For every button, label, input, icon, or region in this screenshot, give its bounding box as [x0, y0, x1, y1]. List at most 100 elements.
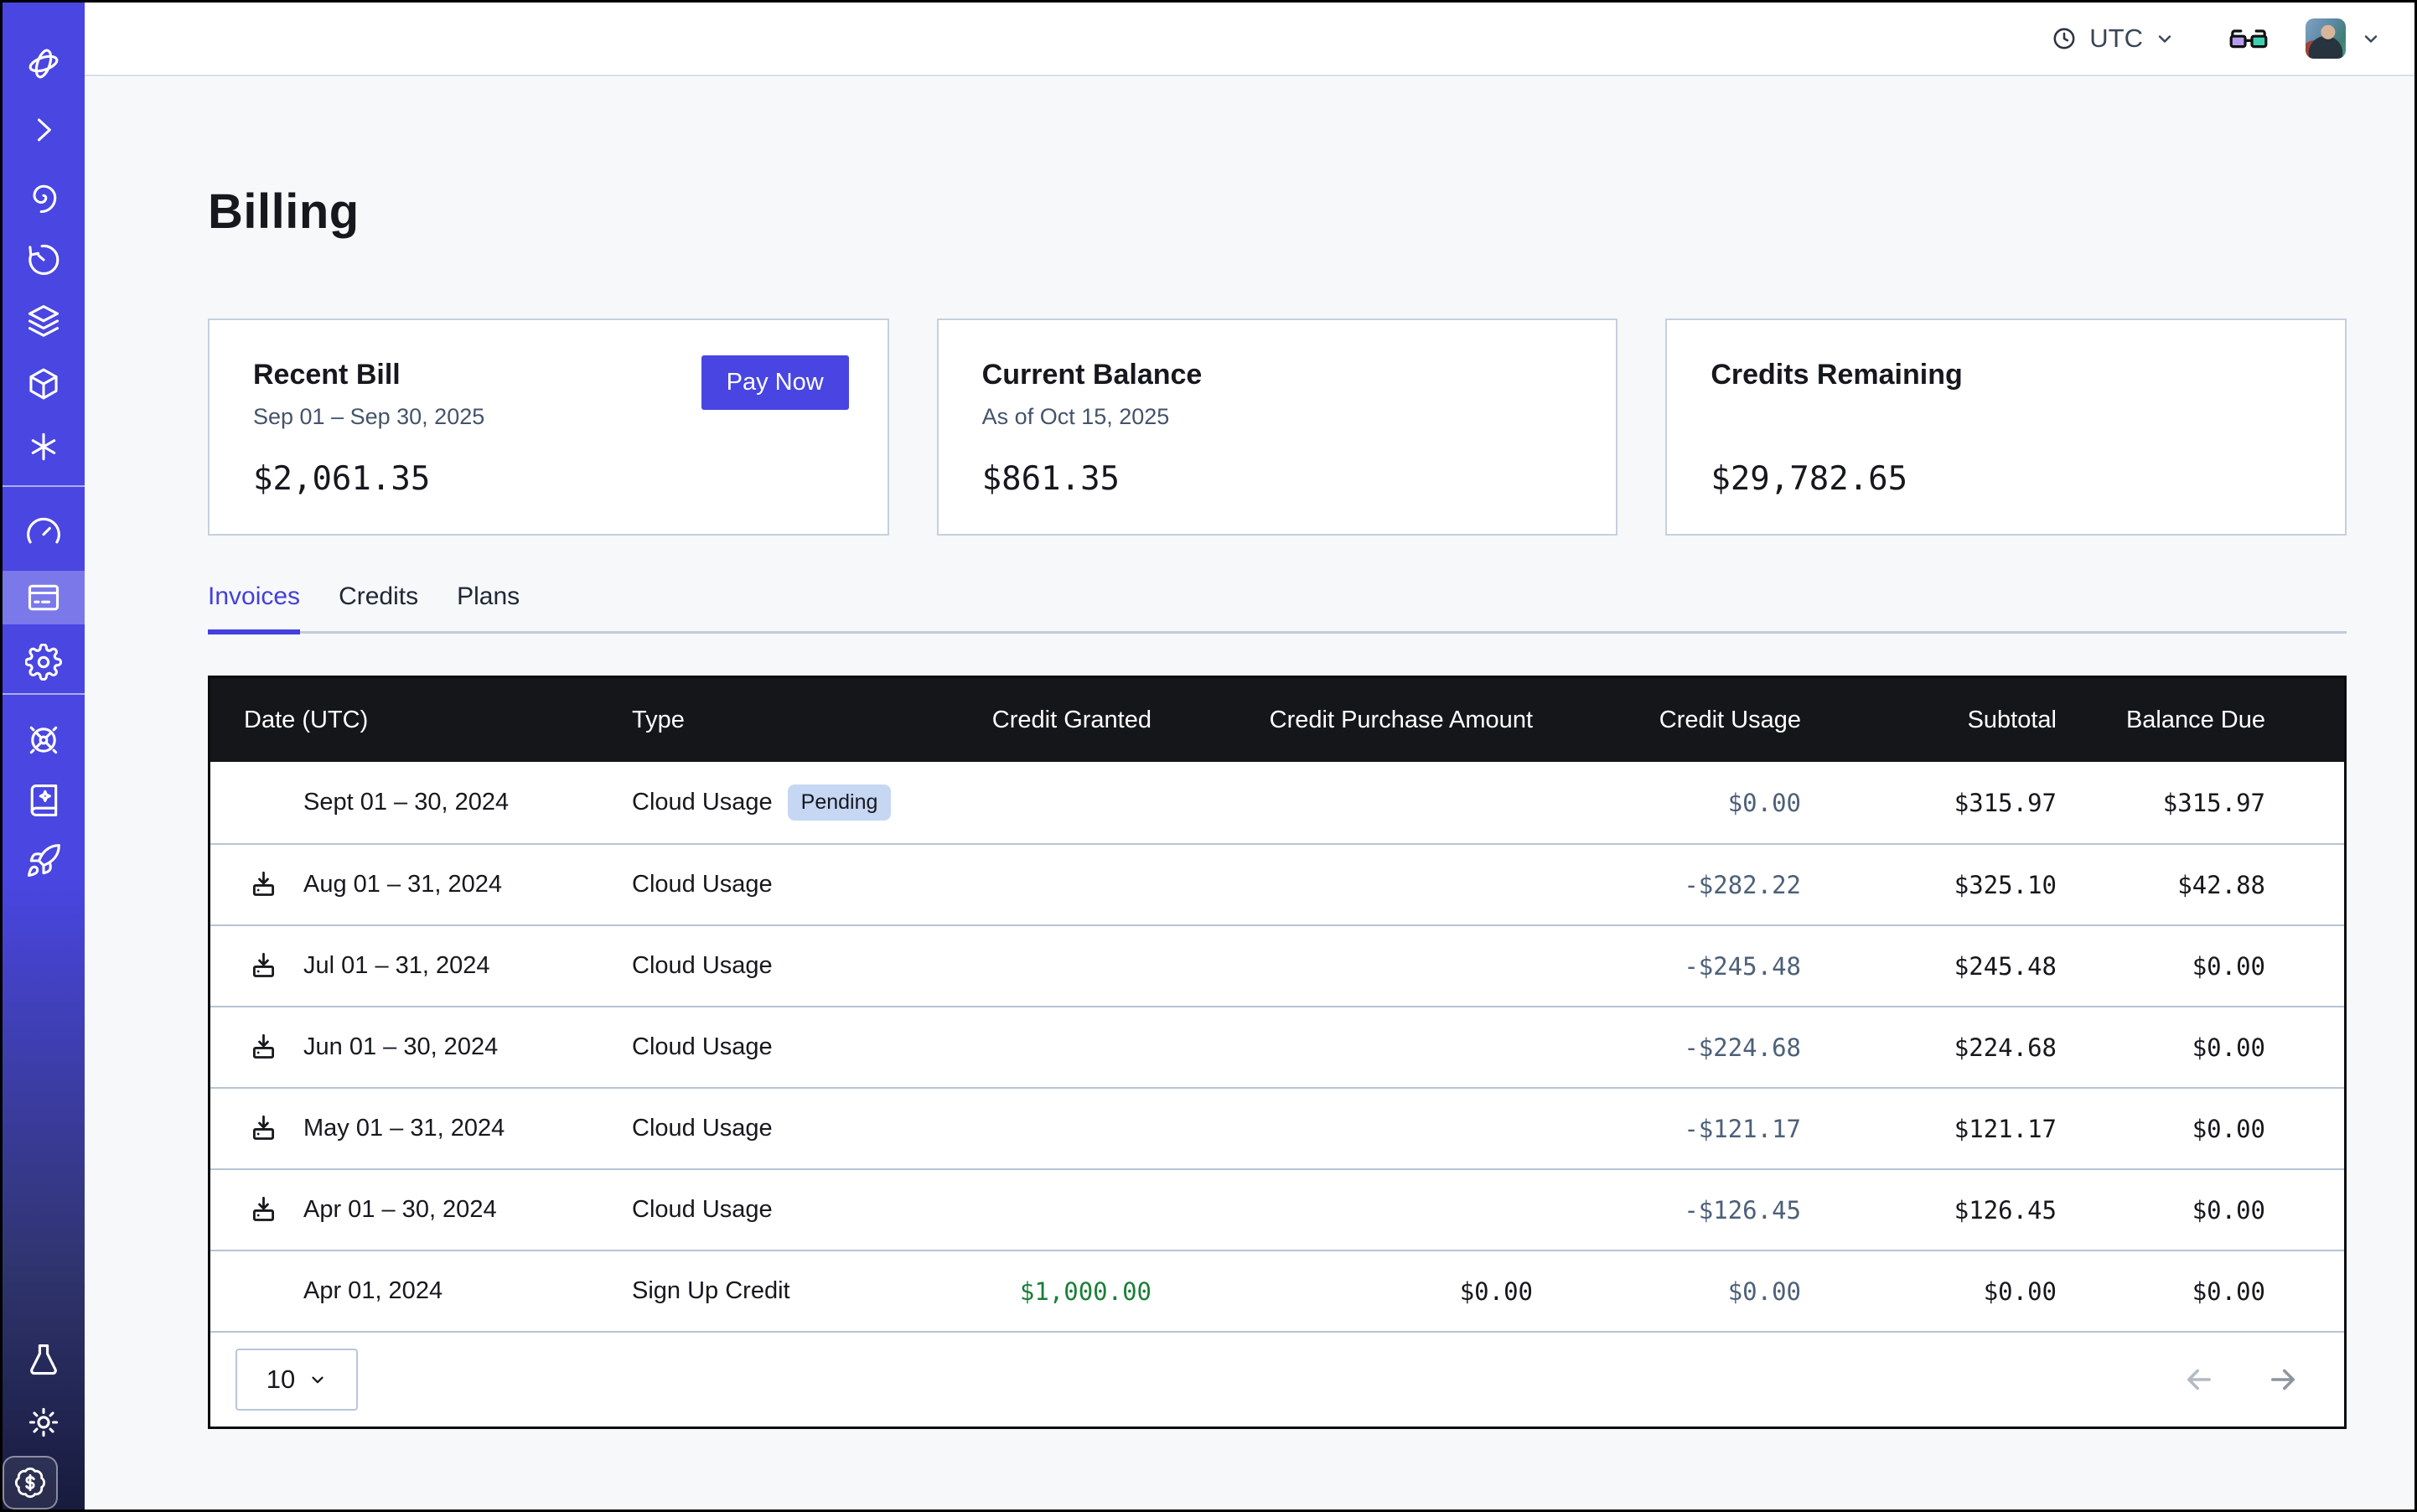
column-header: Credit Purchase Amount	[1269, 706, 1533, 733]
invoices-table: Date (UTC) Type Credit Granted Credit Purch…	[208, 676, 2347, 1429]
tab-credits[interactable]: Credits	[339, 583, 419, 610]
card-subtitle: As of Oct 15, 2025	[981, 404, 1170, 429]
avatar[interactable]	[2306, 18, 2346, 59]
card-title: Credits Remaining	[1711, 359, 1963, 391]
tab-invoices[interactable]: Invoices	[208, 583, 301, 634]
download-invoice-button[interactable]	[248, 869, 303, 900]
credit-usage-value: $0.00	[1727, 1276, 1801, 1306]
subtotal-value: $315.97	[1954, 788, 2057, 817]
credit-usage-value: -$126.45	[1684, 1195, 1801, 1225]
spiral-icon[interactable]	[3, 171, 85, 225]
download-icon	[253, 1115, 274, 1140]
download-invoice-button[interactable]	[248, 1113, 303, 1144]
flask-icon[interactable]	[3, 1333, 85, 1387]
layers-icon[interactable]	[3, 294, 85, 348]
rocket-icon[interactable]	[3, 834, 85, 888]
chevron-down-icon	[312, 1376, 323, 1384]
invoice-date: May 01 – 31, 2024	[303, 1115, 505, 1142]
column-header: Subtotal	[1967, 706, 2057, 733]
invoice-type: Cloud Usage	[632, 1033, 773, 1060]
account-menu-chevron-down-icon[interactable]	[2361, 28, 2381, 49]
column-header: Balance Due	[2125, 706, 2265, 733]
credit-usage-value: -$245.48	[1684, 951, 1801, 981]
page-size-select[interactable]: 10	[235, 1349, 358, 1411]
current-balance-card: Current Balance As of Oct 15, 2025 $861.…	[936, 318, 1618, 536]
subtotal-value: $126.45	[1954, 1195, 2057, 1225]
invoice-date: Aug 01 – 31, 2024	[303, 871, 503, 898]
table-row: Sept 01 – 30, 2024 Cloud Usage Pending $…	[210, 762, 2344, 843]
download-icon	[253, 1033, 274, 1059]
billing-tabs: Invoices Credits Plans	[208, 583, 2347, 634]
chevron-down-icon	[2158, 35, 2171, 43]
chevron-right-icon[interactable]	[3, 103, 85, 157]
card-subtitle: Sep 01 – Sep 30, 2025	[253, 404, 485, 429]
balance-due-value: $0.00	[2192, 1195, 2265, 1225]
balance-due-value: $0.00	[2192, 1114, 2265, 1143]
pagination-bar: 10	[210, 1331, 2344, 1427]
gauge-icon[interactable]	[3, 505, 85, 558]
book-sparkle-icon[interactable]	[3, 774, 85, 827]
card-title: Current Balance	[981, 359, 1203, 391]
column-header: Credit Usage	[1659, 706, 1801, 733]
invoice-date: Sept 01 – 30, 2024	[303, 789, 510, 816]
card-subtitle	[1711, 404, 2301, 432]
table-row: Apr 01, 2024 Sign Up Credit $1,000.00 $0…	[210, 1250, 2344, 1331]
timezone-label: UTC	[2089, 23, 2143, 53]
download-icon	[253, 871, 274, 896]
tab-plans[interactable]: Plans	[457, 583, 520, 610]
subtotal-value: $224.68	[1954, 1033, 2057, 1062]
balance-due-value: $315.97	[2162, 788, 2265, 817]
wheel-icon[interactable]	[3, 713, 85, 767]
download-invoice-button[interactable]	[248, 950, 303, 981]
invoice-type: Cloud Usage	[632, 871, 773, 898]
sidebar-divider	[3, 693, 85, 695]
table-row: Jul 01 – 31, 2024 Cloud Usage -$245.48 $…	[210, 924, 2344, 1006]
pay-now-button[interactable]: Pay Now	[701, 355, 849, 410]
credit-usage-value: -$282.22	[1684, 870, 1801, 899]
invoice-type: Cloud Usage	[632, 1115, 773, 1142]
cube-icon[interactable]	[3, 357, 85, 411]
column-header: Credit Granted	[991, 706, 1152, 733]
download-icon	[253, 952, 274, 977]
timer-icon[interactable]	[3, 233, 85, 287]
column-header: Type	[632, 706, 685, 733]
subtotal-value: $121.17	[1954, 1114, 2057, 1143]
logo-orbit-icon[interactable]	[3, 37, 85, 91]
download-invoice-button[interactable]	[248, 1194, 303, 1225]
asterisk-icon[interactable]	[3, 420, 85, 474]
timezone-selector[interactable]: UTC	[2051, 23, 2175, 54]
table-header: Date (UTC) Type Credit Granted Credit Purch…	[210, 678, 2344, 762]
card-title: Recent Bill	[253, 359, 401, 391]
card-amount: $29,782.65	[1711, 460, 1908, 498]
balance-due-value: $0.00	[2192, 1033, 2265, 1062]
sidebar-divider	[3, 485, 85, 487]
summary-cards: Recent Bill Sep 01 – Sep 30, 2025 $2,061…	[208, 318, 2347, 536]
gear-icon[interactable]	[3, 635, 85, 689]
invoice-type: Cloud Usage	[632, 952, 773, 979]
next-page-arrow-icon[interactable]	[2265, 1362, 2301, 1397]
invoice-type: Sign Up Credit	[632, 1277, 790, 1304]
invoice-date: Apr 01, 2024	[303, 1277, 443, 1304]
previous-page-arrow-icon[interactable]	[2182, 1362, 2217, 1397]
balance-due-value: $42.88	[2177, 870, 2265, 899]
subtotal-value: $325.10	[1954, 870, 2057, 899]
download-icon	[253, 1196, 274, 1221]
sun-icon[interactable]	[3, 1395, 85, 1449]
dollar-badge-button[interactable]	[3, 1456, 58, 1509]
invoice-date: Jul 01 – 31, 2024	[303, 952, 490, 979]
table-row: Jun 01 – 30, 2024 Cloud Usage -$224.68 $…	[210, 1006, 2344, 1087]
credit-usage-value: -$224.68	[1684, 1033, 1801, 1062]
card-amount: $861.35	[981, 460, 1121, 498]
credit-granted-value: $1,000.00	[1019, 1276, 1152, 1306]
credit-usage-value: $0.00	[1727, 788, 1801, 817]
recent-bill-card: Recent Bill Sep 01 – Sep 30, 2025 $2,061…	[208, 318, 889, 536]
subtotal-value: $0.00	[1983, 1276, 2057, 1306]
card-amount: $2,061.35	[253, 460, 431, 498]
glasses-icon[interactable]	[2228, 18, 2269, 59]
status-badge: Pending	[787, 784, 892, 821]
page-size-value: 10	[266, 1364, 296, 1394]
billing-icon-active[interactable]	[3, 571, 85, 624]
download-invoice-button[interactable]	[248, 1032, 303, 1063]
invoice-date: Apr 01 – 30, 2024	[303, 1196, 497, 1223]
table-row: Apr 01 – 30, 2024 Cloud Usage -$126.45 $…	[210, 1168, 2344, 1250]
